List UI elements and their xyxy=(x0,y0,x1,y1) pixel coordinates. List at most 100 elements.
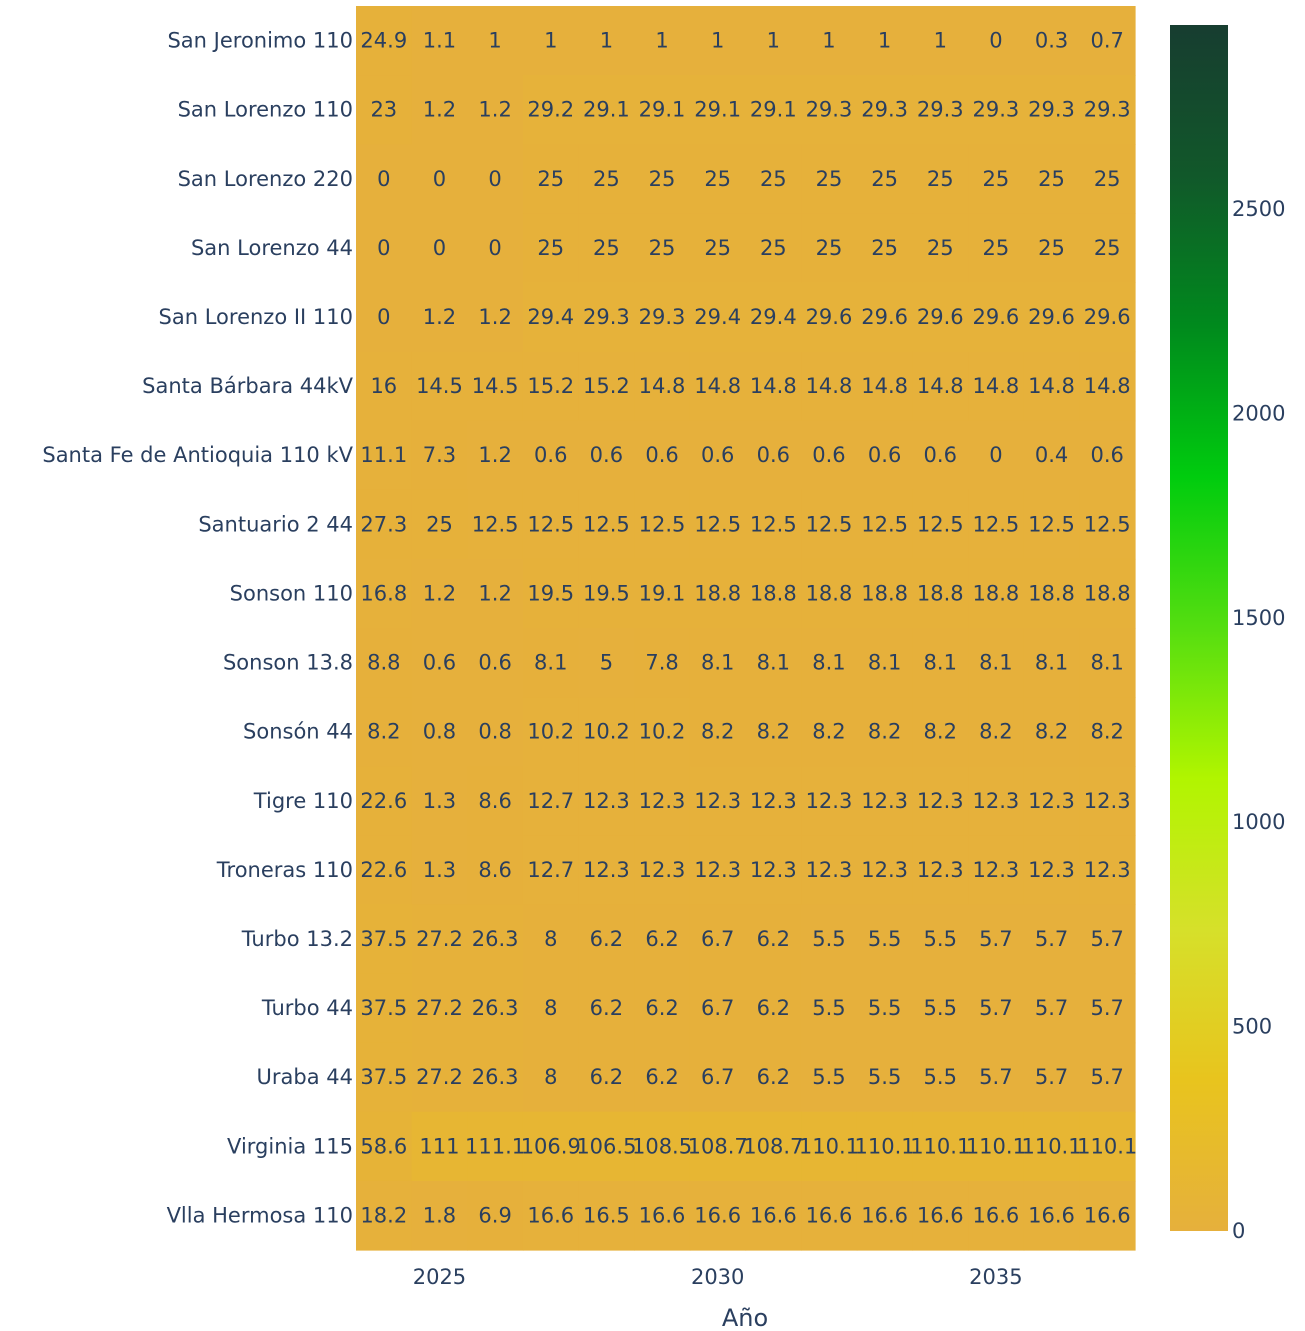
cell-value-label: 25 xyxy=(1094,167,1121,191)
cell-value-label: 25 xyxy=(816,236,843,260)
cell-value-label: 0 xyxy=(377,167,390,191)
cell-value-label: 5.7 xyxy=(979,1065,1012,1089)
cell-value-label: 6.2 xyxy=(757,927,790,951)
heatmap-cell xyxy=(411,420,468,491)
cell-value-label: 29.3 xyxy=(583,305,630,329)
heatmap-cell xyxy=(968,766,1025,836)
heatmap-cell xyxy=(356,1042,413,1113)
heatmap-cell xyxy=(968,1111,1025,1182)
heatmap-cell xyxy=(411,1111,468,1182)
heatmap-cell xyxy=(467,351,524,422)
heatmap-cell xyxy=(522,1180,580,1251)
heatmap-cell xyxy=(634,75,691,145)
cell-value-label: 12.3 xyxy=(583,858,630,882)
heatmap-cell xyxy=(689,973,747,1044)
cell-value-label: 0.6 xyxy=(534,443,567,467)
y-tick-label: Virginia 115 xyxy=(227,1134,353,1158)
heatmap-cell xyxy=(912,697,969,767)
heatmap-cell xyxy=(578,697,635,767)
heatmap-cell xyxy=(856,420,914,491)
cell-value-label: 14.5 xyxy=(472,374,519,398)
cell-value-label: 18.8 xyxy=(973,581,1020,605)
heatmap-cell xyxy=(968,75,1025,145)
heatmap-cell xyxy=(1023,1111,1080,1182)
heatmap-cell xyxy=(411,282,468,353)
cell-value-label: 5.7 xyxy=(1035,927,1068,951)
heatmap-cell xyxy=(745,489,802,560)
heatmap-cell xyxy=(801,558,858,629)
heatmap-cell xyxy=(856,904,914,975)
heatmap-cell xyxy=(411,1180,468,1251)
cell-value-label: 5.7 xyxy=(1090,1065,1123,1089)
cell-value-label: 5.5 xyxy=(868,996,901,1020)
heatmap-cell xyxy=(912,628,969,698)
x-tick-label: 2035 xyxy=(969,1265,1022,1289)
heatmap-cell xyxy=(856,351,914,422)
cell-value-label: 29.6 xyxy=(1028,305,1075,329)
cell-value-label: 1 xyxy=(934,29,947,53)
cell-value-label: 12.3 xyxy=(1028,789,1075,813)
heatmap-cell xyxy=(522,351,580,422)
cell-value-label: 16.8 xyxy=(360,581,407,605)
heatmap-cell xyxy=(968,144,1025,214)
heatmap-cell xyxy=(1023,213,1080,284)
cell-value-label: 0.7 xyxy=(1090,29,1123,53)
heatmap-cell xyxy=(356,766,413,836)
cell-value-label: 5.7 xyxy=(1090,927,1123,951)
cell-value-label: 0.8 xyxy=(478,720,511,744)
cell-value-label: 5.7 xyxy=(1035,1065,1068,1089)
heatmap-cell xyxy=(968,1042,1025,1113)
cell-value-label: 16.6 xyxy=(694,1203,741,1227)
heatmap-cell xyxy=(1023,766,1080,836)
heatmap-cell xyxy=(356,489,413,560)
cell-value-label: 19.1 xyxy=(639,581,686,605)
heatmap-cell xyxy=(467,1042,524,1113)
heatmap-cell xyxy=(801,835,858,906)
cell-value-label: 25 xyxy=(871,167,898,191)
heatmap-cell xyxy=(968,973,1025,1044)
cell-value-label: 12.3 xyxy=(806,858,853,882)
cell-value-label: 25 xyxy=(593,236,620,260)
heatmap-cell xyxy=(856,144,914,214)
cell-value-label: 6.2 xyxy=(590,1065,623,1089)
y-tick-label: Santa Fe de Antioquia 110 kV xyxy=(42,443,353,467)
heatmap-cell xyxy=(856,75,914,145)
cell-value-label: 58.6 xyxy=(360,1134,407,1158)
cell-value-label: 29.4 xyxy=(694,305,741,329)
heatmap-cell xyxy=(1079,835,1136,906)
heatmap-cell xyxy=(578,144,635,214)
heatmap-cell xyxy=(522,75,580,145)
heatmap-cell xyxy=(634,6,691,76)
heatmap-cell xyxy=(801,420,858,491)
cell-value-label: 27.3 xyxy=(360,512,407,536)
heatmap-cell xyxy=(467,75,524,145)
cell-value-label: 0.6 xyxy=(423,651,456,675)
cell-value-label: 12.3 xyxy=(973,858,1020,882)
cell-value-label: 22.6 xyxy=(360,858,407,882)
cell-value-label: 0.6 xyxy=(757,443,790,467)
cell-value-label: 1.2 xyxy=(478,581,511,605)
cell-value-label: 16.6 xyxy=(806,1203,853,1227)
colorbar-tick-label: 1500 xyxy=(1232,606,1285,630)
heatmap-cell xyxy=(745,420,802,491)
cell-value-label: 12.5 xyxy=(861,512,908,536)
cell-value-label: 111.1 xyxy=(465,1134,525,1158)
y-tick-label: Troneras 110 xyxy=(216,858,353,882)
cell-value-label: 8.2 xyxy=(924,720,957,744)
cell-value-label: 25 xyxy=(927,236,954,260)
heatmap-cell xyxy=(522,766,580,836)
cell-value-label: 29.2 xyxy=(527,98,574,122)
heatmap-cell xyxy=(411,835,468,906)
cell-value-label: 8.2 xyxy=(1090,720,1123,744)
heatmap-cell xyxy=(522,628,580,698)
heatmap-cell xyxy=(467,489,524,560)
heatmap-cell xyxy=(968,1180,1025,1251)
heatmap-cell xyxy=(912,1180,969,1251)
heatmap-cell xyxy=(689,697,747,767)
heatmap-cell xyxy=(356,213,413,284)
heatmap-cell xyxy=(856,558,914,629)
cell-value-label: 8.8 xyxy=(367,651,400,675)
heatmap-cell xyxy=(856,697,914,767)
heatmap-cell xyxy=(411,6,468,76)
